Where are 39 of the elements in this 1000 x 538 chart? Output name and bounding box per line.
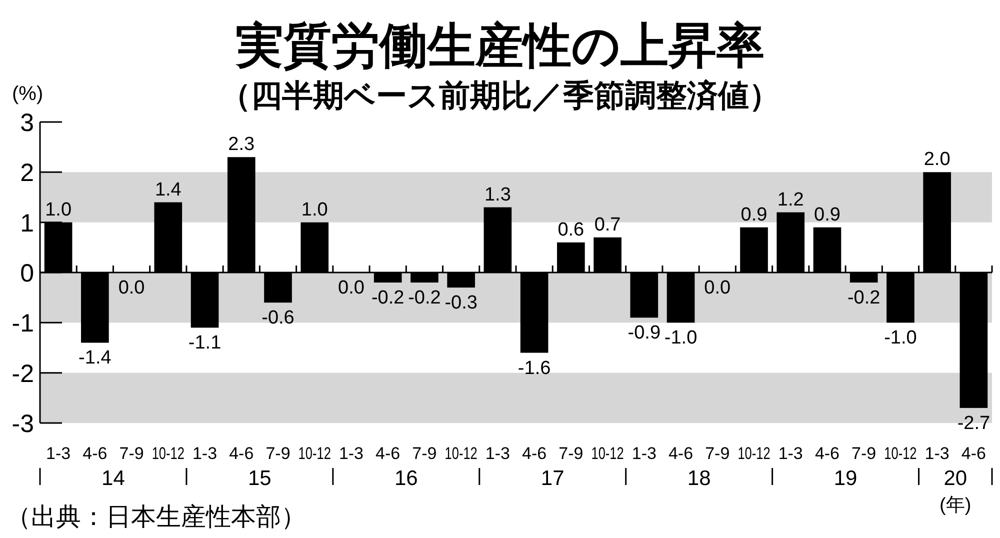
xtick: 1-3	[485, 444, 510, 463]
year: 19	[834, 467, 858, 490]
year: 20	[944, 467, 968, 490]
ytick: 0	[20, 260, 34, 288]
xtick: 1-3	[46, 444, 71, 463]
xtick: 1-3	[924, 444, 950, 463]
ytick: -1	[12, 310, 34, 338]
year: 15	[248, 467, 272, 490]
xtick: 7-9	[412, 444, 437, 463]
year: 14	[102, 467, 125, 490]
xtick: 7-9	[852, 444, 876, 463]
title: 実質労働生産性の上昇率	[236, 20, 764, 73]
xtick: 4-6	[82, 444, 108, 463]
xtick: 4-6	[814, 444, 840, 463]
xtick: 4-6	[961, 444, 986, 463]
xlabel: (年)	[940, 495, 972, 516]
xtick: 4-6	[376, 444, 400, 463]
xtick: 7-9	[705, 444, 730, 463]
xtick: 7-9	[119, 444, 144, 463]
xtick: 7-9	[266, 444, 290, 463]
xtick: 1-3	[192, 444, 218, 463]
year: 16	[394, 467, 418, 490]
year: 18	[687, 467, 711, 490]
xtick: 4-6	[229, 444, 254, 463]
ytick: 3	[20, 109, 34, 137]
ytick: 1	[20, 209, 34, 238]
ytick: -3	[12, 410, 34, 438]
ytick: -2	[12, 360, 34, 388]
xtick: 7-9	[558, 444, 584, 463]
subtitle: （四半期ベース前期比／季節調整済値）	[220, 78, 780, 113]
xtick: 4-6	[668, 444, 694, 463]
xtick: 1-3	[778, 444, 803, 463]
xtick: 1-3	[632, 444, 656, 463]
xtick: 1-3	[338, 444, 364, 463]
xtick: 4-6	[522, 444, 547, 463]
source: （出典：日本生産性本部）	[6, 503, 306, 531]
ylabel: (%)	[12, 83, 44, 105]
year: 17	[540, 467, 564, 490]
ytick: 2	[20, 159, 34, 188]
